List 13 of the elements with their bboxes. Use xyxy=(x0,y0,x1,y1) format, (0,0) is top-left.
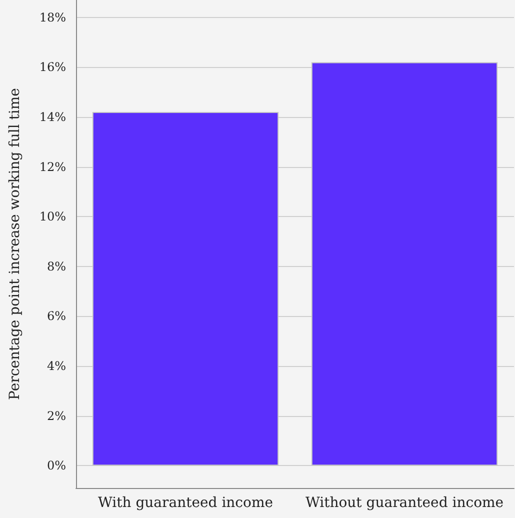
y-tick-label: 6% xyxy=(46,309,66,324)
y-tick-label: 16% xyxy=(39,60,66,74)
y-axis-title: Percentage point increase working full time xyxy=(7,88,23,400)
y-tick-label: 8% xyxy=(46,259,66,274)
y-tick-label: 12% xyxy=(39,160,66,174)
y-tick-label: 14% xyxy=(39,110,66,124)
x-tick-label: With guaranteed income xyxy=(98,495,274,511)
y-tick-label: 10% xyxy=(39,210,66,224)
y-tick-label: 2% xyxy=(46,408,66,423)
y-tick-label: 0% xyxy=(46,458,66,473)
x-tick-label: Without guaranteed income xyxy=(305,495,504,511)
y-tick-label: 4% xyxy=(46,359,66,373)
y-tick-label: 18% xyxy=(39,10,66,24)
